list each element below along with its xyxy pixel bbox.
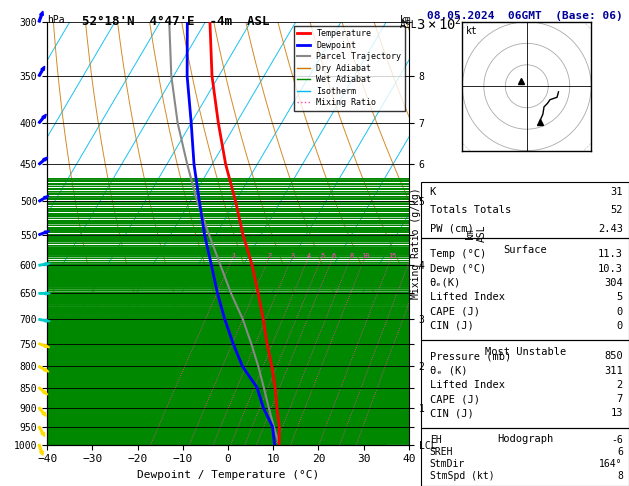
Bar xyxy=(421,182,629,238)
Text: CIN (J): CIN (J) xyxy=(430,321,474,331)
Text: θₑ(K): θₑ(K) xyxy=(430,278,461,288)
Text: 8: 8 xyxy=(349,253,353,260)
Text: 2.43: 2.43 xyxy=(598,224,623,234)
Text: 1: 1 xyxy=(231,253,235,260)
Text: CIN (J): CIN (J) xyxy=(430,408,474,418)
Text: -6: -6 xyxy=(611,435,623,445)
Text: Hodograph: Hodograph xyxy=(497,434,554,444)
Text: 31: 31 xyxy=(610,187,623,196)
Text: 52: 52 xyxy=(610,205,623,215)
Text: Temp (°C): Temp (°C) xyxy=(430,249,486,259)
Text: Lifted Index: Lifted Index xyxy=(430,380,504,390)
Bar xyxy=(421,428,629,486)
Text: K: K xyxy=(430,187,436,196)
Text: 52°18'N  4°47'E  -4m  ASL: 52°18'N 4°47'E -4m ASL xyxy=(82,15,269,28)
Text: Dewp (°C): Dewp (°C) xyxy=(430,263,486,274)
Text: 4: 4 xyxy=(307,253,311,260)
Text: 5: 5 xyxy=(320,253,325,260)
X-axis label: Dewpoint / Temperature (°C): Dewpoint / Temperature (°C) xyxy=(137,470,319,480)
Text: StmDir: StmDir xyxy=(430,459,465,469)
Text: 5: 5 xyxy=(616,292,623,302)
Text: 0: 0 xyxy=(616,307,623,316)
Text: 10: 10 xyxy=(361,253,370,260)
Text: 10.3: 10.3 xyxy=(598,263,623,274)
Text: CAPE (J): CAPE (J) xyxy=(430,394,480,404)
Text: PW (cm): PW (cm) xyxy=(430,224,474,234)
Text: 08.05.2024  06GMT  (Base: 06): 08.05.2024 06GMT (Base: 06) xyxy=(427,11,623,21)
Text: EH: EH xyxy=(430,435,442,445)
Text: 304: 304 xyxy=(604,278,623,288)
Text: 850: 850 xyxy=(604,351,623,361)
Y-axis label: km
ASL: km ASL xyxy=(465,225,487,242)
Text: 11.3: 11.3 xyxy=(598,249,623,259)
Text: Lifted Index: Lifted Index xyxy=(430,292,504,302)
Text: km: km xyxy=(399,15,411,25)
Text: kt: kt xyxy=(466,26,478,36)
Text: 6: 6 xyxy=(617,447,623,457)
Text: hPa: hPa xyxy=(47,15,65,25)
Text: 0: 0 xyxy=(616,321,623,331)
Text: Surface: Surface xyxy=(503,245,547,256)
Text: 164°: 164° xyxy=(599,459,623,469)
Text: 2: 2 xyxy=(616,380,623,390)
Text: 15: 15 xyxy=(387,253,396,260)
Bar xyxy=(421,238,629,340)
Bar xyxy=(421,340,629,428)
Text: ASL: ASL xyxy=(399,20,417,31)
Text: 311: 311 xyxy=(604,365,623,376)
Text: Pressure (mb): Pressure (mb) xyxy=(430,351,511,361)
Text: 13: 13 xyxy=(610,408,623,418)
Text: StmSpd (kt): StmSpd (kt) xyxy=(430,470,494,481)
Text: θₑ (K): θₑ (K) xyxy=(430,365,467,376)
Text: 7: 7 xyxy=(616,394,623,404)
Text: 2: 2 xyxy=(268,253,272,260)
Legend: Temperature, Dewpoint, Parcel Trajectory, Dry Adiabat, Wet Adiabat, Isotherm, Mi: Temperature, Dewpoint, Parcel Trajectory… xyxy=(294,26,404,111)
Text: SREH: SREH xyxy=(430,447,454,457)
Text: 8: 8 xyxy=(617,470,623,481)
Text: CAPE (J): CAPE (J) xyxy=(430,307,480,316)
Text: Most Unstable: Most Unstable xyxy=(484,347,566,358)
Text: Totals Totals: Totals Totals xyxy=(430,205,511,215)
Text: Mixing Ratio (g/kg): Mixing Ratio (g/kg) xyxy=(411,187,421,299)
Text: 3: 3 xyxy=(291,253,294,260)
Text: 6: 6 xyxy=(331,253,335,260)
